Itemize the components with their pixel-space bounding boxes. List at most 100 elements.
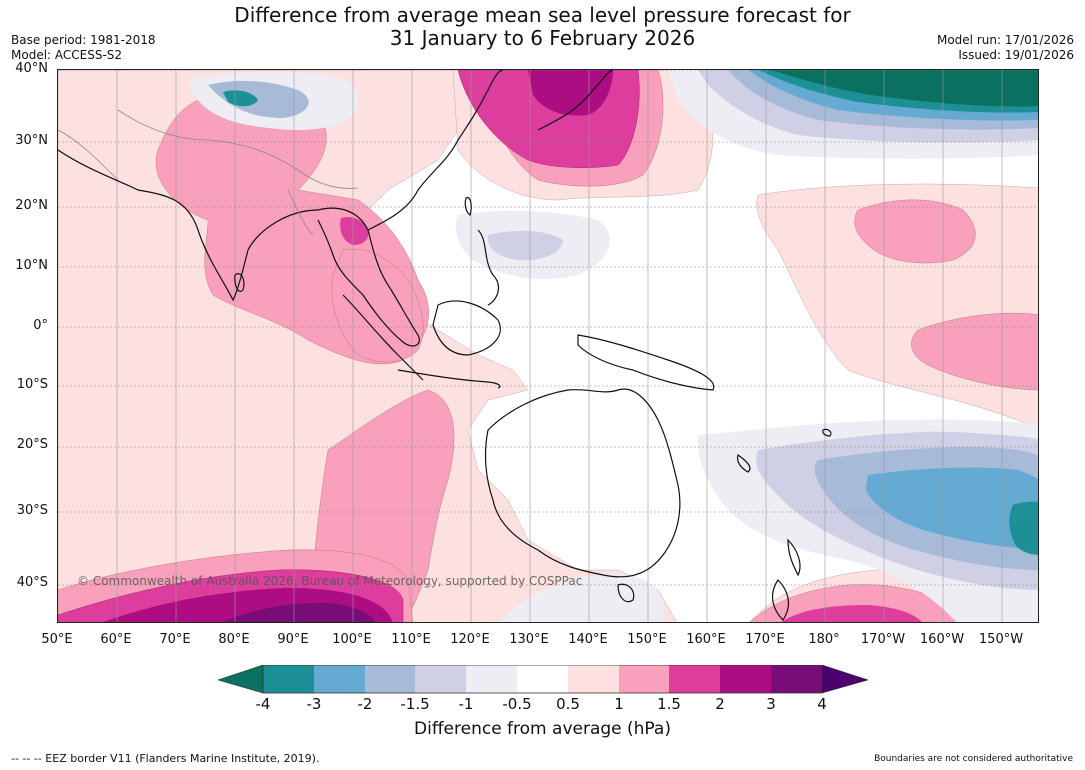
meridians (116, 70, 1003, 622)
coast-australia (484, 388, 681, 578)
anomaly-region-negative-tibet-3 (223, 90, 258, 107)
coast-sri-lanka (234, 273, 245, 292)
colorbar-segment-below-minus-4 (218, 665, 264, 694)
lon-label-160w: 160°W (919, 632, 965, 647)
lon-label-70e: 70°E (159, 632, 191, 647)
colorbar-tick: 4 (817, 695, 827, 713)
coast-india (58, 149, 319, 302)
lat-label-20s: 20°S (16, 437, 48, 452)
coast-fiji (822, 428, 832, 437)
colorbar-segment-minus-4-to-minus-3 (263, 665, 314, 693)
anomaly-region-purple-southwest (222, 602, 375, 622)
coast-japan (537, 70, 614, 131)
lat-label-20n: 20°N (15, 198, 48, 213)
lon-label-140e: 140°E (568, 632, 608, 647)
chart-title: Difference from average mean sea level p… (0, 4, 1085, 50)
anomaly-region-deep-magenta-north (528, 70, 613, 116)
coast-china (367, 70, 504, 231)
lat-label-40n: 40°N (15, 61, 48, 76)
coast-borneo (432, 300, 501, 356)
colorbar-segment-1-5-to-2 (669, 665, 720, 693)
lat-label-30s: 30°S (16, 503, 48, 518)
lon-label-170w: 170°W (860, 632, 906, 647)
lat-label-10n: 10°N (15, 258, 48, 273)
lon-label-170e: 170°E (745, 632, 785, 647)
lon-label-100e: 100°E (332, 632, 372, 647)
eez-note: -- -- -- EEZ border V11 (Flanders Marine… (11, 752, 320, 765)
lat-label-30n: 30°N (15, 133, 48, 148)
colorbar-tick: -1 (458, 695, 474, 713)
colorbar-segment-minus-1-5-to-minus-1 (415, 665, 466, 693)
pressure-anomaly-map (58, 70, 1038, 622)
coast-new-zealand-south (771, 579, 790, 621)
lon-label-80e: 80°E (218, 632, 250, 647)
colorbar-segment-minus-0-5-to-0-5 (517, 665, 568, 693)
anomaly-region-pink-east (854, 199, 976, 264)
colorbar-segment-above-4 (821, 665, 868, 694)
model-name: Model: ACCESS-S2 (11, 48, 123, 62)
coast-philippines (477, 229, 500, 306)
coast-new-guinea (577, 334, 715, 391)
coast-tasmania (617, 583, 635, 603)
anomaly-region-magenta-tasman (781, 605, 922, 622)
anomaly-region-negative-spac-4 (866, 467, 1038, 550)
anomaly-region-negative-tibet-2 (208, 80, 309, 118)
colorbar-tick: -4 (255, 695, 271, 713)
base-period: Base period: 1981-2018 (11, 33, 156, 47)
anomaly-region-negative-npac-6 (768, 70, 1038, 107)
meta-right: Model run: 17/01/2026 Issued: 19/01/2026 (937, 33, 1074, 63)
model-run: Model run: 17/01/2026 (936, 33, 1074, 47)
colorbar-segment-minus-2-to-minus-1-5 (365, 665, 415, 693)
colorbar-tick: 0.5 (556, 695, 580, 713)
colorbar-tick: 1 (614, 695, 624, 713)
lon-label-130e: 130°E (509, 632, 549, 647)
colorbar-segment-0-5-to-1 (568, 665, 619, 693)
coast-new-caledonia (736, 454, 751, 473)
title-line-2: 31 January to 6 February 2026 (389, 26, 696, 50)
colorbar-tick: -3 (306, 695, 322, 713)
anomaly-region-pink-indochina (331, 248, 424, 363)
issued-date: Issued: 19/01/2026 (958, 48, 1074, 62)
colorbar-segment-2-to-3 (720, 665, 771, 693)
copyright-notice: © Commonwealth of Australia 2026, Bureau… (77, 574, 583, 588)
lon-label-90e: 90°E (277, 632, 309, 647)
colorbar-segment-minus-3-to-minus-2 (314, 665, 365, 693)
colorbar-tick: -2 (357, 695, 373, 713)
colorbar-tick: -0.5 (502, 695, 532, 713)
coast-taiwan (464, 196, 472, 216)
lat-label-equator: 0° (33, 318, 48, 333)
colorbar-tick: -1.5 (400, 695, 430, 713)
lon-label-180: 180° (808, 632, 840, 647)
meta-left: Base period: 1981-2018 Model: ACCESS-S2 (11, 33, 156, 63)
coast-java (397, 369, 501, 389)
lon-label-60e: 60°E (100, 632, 132, 647)
lon-label-150e: 150°E (627, 632, 667, 647)
colorbar-outline (262, 665, 823, 694)
lon-label-160e: 160°E (686, 632, 726, 647)
colorbar-segment-1-to-1-5 (619, 665, 669, 693)
boundary-disclaimer: Boundaries are not considered authoritat… (874, 754, 1073, 764)
coast-indochina (317, 207, 420, 347)
colorbar-tick: 1.5 (657, 695, 681, 713)
coast-new-zealand-north (787, 538, 801, 577)
borders (58, 109, 359, 236)
anomaly-region-magenta-thailand (340, 217, 369, 245)
colorbar-label: Difference from average (hPa) (414, 719, 671, 739)
colorbar-segment-minus-1-to-minus-0-5 (466, 665, 517, 693)
title-line-1: Difference from average mean sea level p… (234, 3, 851, 27)
anomaly-region-negative-south (499, 574, 665, 622)
colorbar-segment-3-to-4 (771, 665, 822, 693)
colorbar (218, 665, 868, 694)
lat-label-10s: 10°S (16, 377, 48, 392)
lon-label-120e: 120°E (450, 632, 490, 647)
colorbar-tick: 3 (766, 695, 776, 713)
lon-label-110e: 110°E (391, 632, 431, 647)
lat-label-40s: 40°S (16, 575, 48, 590)
lon-label-150w: 150°W (978, 632, 1024, 647)
anomaly-region-negative-spac-5 (1009, 501, 1038, 555)
anomaly-region-negative-philippines-2 (487, 230, 563, 261)
colorbar-tick: 2 (715, 695, 725, 713)
lon-label-50e: 50°E (41, 632, 73, 647)
map-panel (57, 69, 1039, 623)
coastlines (58, 70, 832, 621)
